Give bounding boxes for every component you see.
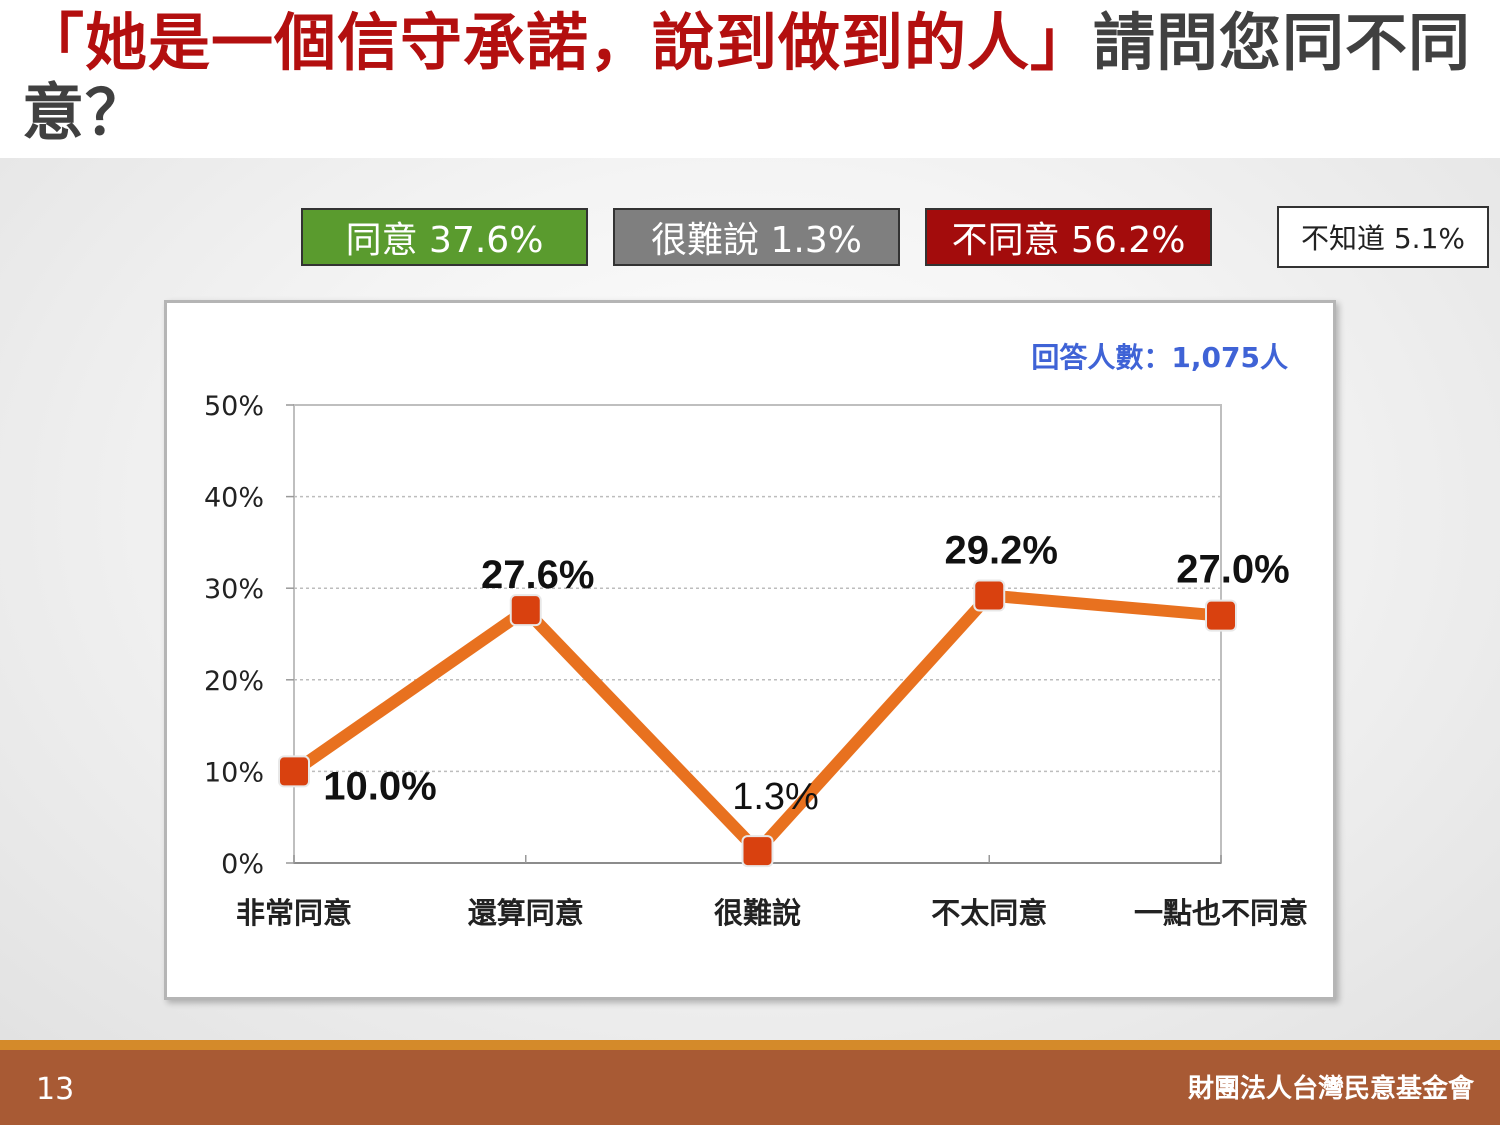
footer-bar: 13 財團法人台灣民意基金會 xyxy=(0,1050,1500,1125)
summary-disagree-box: 不同意 56.2% xyxy=(925,208,1212,266)
chart-frame xyxy=(164,300,1336,1000)
y-tick-label: 10% xyxy=(204,757,264,788)
y-tick-label: 20% xyxy=(204,666,264,697)
y-tick-label: 40% xyxy=(204,483,264,514)
summary-unknown-box: 不知道 5.1% xyxy=(1277,206,1489,268)
y-tick-label: 30% xyxy=(204,574,264,605)
x-tick-label: 很難說 xyxy=(714,896,801,930)
organization-name: 財團法人台灣民意基金會 xyxy=(1187,1074,1474,1104)
title-question: 請問您同不同意？ xyxy=(22,6,1472,149)
page-title: 「她是一個信守承諾，說到做到的人」請問您同不同意？ xyxy=(22,8,1482,148)
data-point-marker xyxy=(973,579,1006,612)
respondent-count: 回答人數：1,075人 xyxy=(1031,341,1288,374)
line-chart: 0%10%20%30%40%50% 非常同意 還算同意 很難說 不太同意 一點也不同意 … xyxy=(204,391,1308,930)
data-label: 1.3% xyxy=(732,776,819,818)
data-label: 29.2% xyxy=(945,529,1058,573)
summary-hard-to-say-box: 很難說 1.3% xyxy=(613,208,900,266)
x-tick-label: 非常同意 xyxy=(236,896,352,930)
data-point-marker xyxy=(509,594,542,627)
x-tick-label: 還算同意 xyxy=(468,896,584,930)
y-tick-label: 50% xyxy=(204,391,264,422)
x-tick-label: 一點也不同意 xyxy=(1134,896,1308,930)
page-number: 13 xyxy=(36,1072,75,1107)
footer-accent-line xyxy=(0,1040,1500,1050)
data-label: 27.6% xyxy=(481,553,594,597)
data-point-marker xyxy=(1205,599,1237,632)
x-tick-label: 不太同意 xyxy=(931,896,1047,930)
title-quote: 「她是一個信守承諾，說到做到的人」 xyxy=(22,6,1094,79)
data-label: 27.0% xyxy=(1176,548,1289,592)
y-tick-label: 0% xyxy=(221,849,264,880)
data-label: 10.0% xyxy=(323,764,436,808)
data-point-marker xyxy=(741,835,774,868)
summary-agree-box: 同意 37.6% xyxy=(301,208,588,266)
data-point-marker xyxy=(278,755,310,788)
